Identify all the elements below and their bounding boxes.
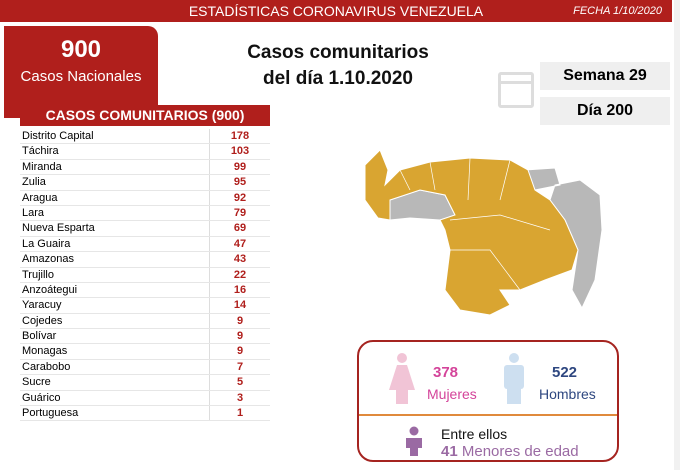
table-row: Anzoátegui 16 bbox=[20, 282, 270, 299]
case-count: 178 bbox=[209, 129, 270, 144]
case-count: 95 bbox=[209, 175, 270, 190]
table-row: Distrito Capital 178 bbox=[20, 129, 270, 145]
day-label: Día 200 bbox=[540, 97, 670, 125]
state-name: La Guaira bbox=[22, 237, 71, 250]
case-count: 7 bbox=[209, 359, 270, 375]
case-count: 43 bbox=[209, 252, 270, 267]
title-line-1: Casos comunitarios bbox=[247, 42, 429, 63]
state-name: Amazonas bbox=[22, 253, 74, 266]
table-row: Táchira 103 bbox=[20, 144, 270, 160]
map-region-affected bbox=[364, 149, 579, 316]
case-count: 99 bbox=[209, 159, 270, 175]
header-title: ESTADÍSTICAS CORONAVIRUS VENEZUELA bbox=[188, 3, 484, 19]
title-line-2: del día 1.10.2020 bbox=[263, 68, 413, 89]
state-name: Táchira bbox=[22, 145, 59, 158]
male-icon bbox=[504, 353, 524, 404]
table-row: Yaracuy 14 bbox=[20, 298, 270, 314]
table-row: Guárico 3 bbox=[20, 390, 270, 407]
state-name: Zulia bbox=[22, 176, 46, 189]
case-count: 103 bbox=[209, 144, 270, 159]
table-row: Lara 79 bbox=[20, 205, 270, 222]
minors-line: 41 Menores de edad bbox=[441, 443, 579, 460]
table-row: Trujillo 22 bbox=[20, 267, 270, 283]
state-name: Yaracuy bbox=[22, 299, 62, 312]
case-count: 9 bbox=[209, 313, 270, 329]
scrollbar-strip bbox=[674, 0, 680, 470]
state-name: Lara bbox=[22, 206, 45, 219]
week-label: Semana 29 bbox=[540, 62, 670, 90]
table-row: Sucre 5 bbox=[20, 375, 270, 391]
female-icon bbox=[389, 353, 415, 404]
state-name: Nueva Esparta bbox=[22, 222, 95, 235]
header-date: FECHA 1/10/2020 bbox=[573, 5, 662, 17]
table-row: Cojedes 9 bbox=[20, 313, 270, 330]
case-count: 3 bbox=[209, 390, 270, 406]
case-count: 5 bbox=[209, 375, 270, 390]
state-name: Monagas bbox=[22, 345, 68, 358]
women-count: 378 bbox=[433, 364, 459, 381]
national-cases-box: 900 Casos Nacionales bbox=[4, 26, 158, 118]
table-row: Miranda 99 bbox=[20, 159, 270, 176]
page-title: Casos comunitarios del día 1.10.2020 bbox=[228, 40, 448, 92]
table-row: Nueva Esparta 69 bbox=[20, 221, 270, 237]
calendar-icon bbox=[498, 72, 534, 108]
state-name: Guárico bbox=[22, 391, 61, 404]
table-row: Monagas 9 bbox=[20, 344, 270, 360]
state-name: Trujillo bbox=[22, 268, 54, 281]
state-name: Bolívar bbox=[22, 330, 57, 343]
table-row: La Guaira 47 bbox=[20, 236, 270, 253]
national-count: 900 bbox=[60, 36, 102, 63]
header-bar: ESTADÍSTICAS CORONAVIRUS VENEZUELA FECHA… bbox=[0, 0, 672, 22]
table-row: Carabobo 7 bbox=[20, 359, 270, 376]
table-header: CASOS COMUNITARIOS (900) bbox=[20, 105, 270, 126]
state-name: Aragua bbox=[22, 191, 58, 204]
case-count: 47 bbox=[209, 236, 270, 252]
case-count: 1 bbox=[209, 406, 270, 421]
state-name: Miranda bbox=[22, 160, 62, 173]
women-label: Mujeres bbox=[427, 386, 477, 402]
minors-count: 41 bbox=[441, 443, 458, 460]
case-count: 14 bbox=[209, 298, 270, 313]
men-count: 522 bbox=[552, 364, 578, 381]
case-count: 9 bbox=[209, 344, 270, 359]
national-label: Casos Nacionales bbox=[20, 68, 142, 85]
child-icon bbox=[406, 426, 422, 456]
case-count: 92 bbox=[209, 190, 270, 205]
state-name: Portuguesa bbox=[22, 407, 79, 420]
case-count: 9 bbox=[209, 329, 270, 344]
minors-label: Menores de edad bbox=[461, 443, 579, 460]
state-name: Cojedes bbox=[22, 314, 63, 327]
cases-table: Distrito Capital 178 Táchira 103 Miranda 99 Zu… bbox=[20, 129, 270, 422]
table-row: Bolívar 9 bbox=[20, 329, 270, 345]
state-name: Carabobo bbox=[22, 360, 71, 373]
case-count: 79 bbox=[209, 205, 270, 221]
table-row: Portuguesa 1 bbox=[20, 406, 270, 422]
table-row: Amazonas 43 bbox=[20, 252, 270, 268]
state-name: Anzoátegui bbox=[22, 283, 78, 296]
state-name: Distrito Capital bbox=[22, 130, 94, 142]
case-count: 22 bbox=[209, 267, 270, 282]
gender-summary-box: 378 Mujeres 522 Hombres Entre ellos 41 M… bbox=[357, 340, 619, 462]
table-row: Aragua 92 bbox=[20, 190, 270, 206]
state-name: Sucre bbox=[22, 376, 51, 389]
divider bbox=[359, 414, 617, 416]
table-row: Zulia 95 bbox=[20, 175, 270, 191]
minors-intro: Entre ellos bbox=[441, 426, 508, 442]
men-label: Hombres bbox=[539, 386, 596, 402]
case-count: 16 bbox=[209, 282, 270, 298]
venezuela-map bbox=[364, 149, 603, 316]
case-count: 69 bbox=[209, 221, 270, 236]
